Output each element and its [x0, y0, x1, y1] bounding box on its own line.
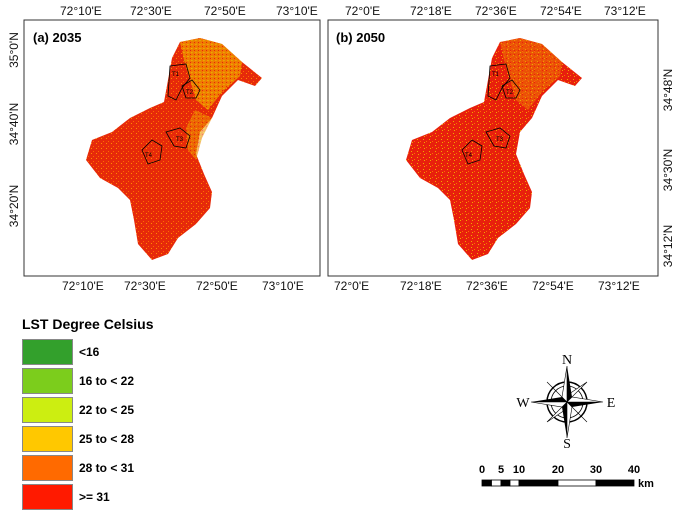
- legend-item: 22 to < 25: [22, 396, 282, 424]
- compass-north-label: N: [562, 353, 572, 368]
- panel-b-top-tick: 72°54'E: [540, 4, 582, 18]
- legend-item: 25 to < 28: [22, 425, 282, 453]
- panel-a-bottom-tick: 72°30'E: [124, 279, 166, 293]
- panel-a-top-tick: 73°10'E: [276, 4, 318, 18]
- legend-item: 16 to < 22: [22, 367, 282, 395]
- warm-zone-north-2050: [500, 38, 562, 110]
- warm-zone-north-2035: [180, 38, 242, 110]
- panel-a-bottom-tick: 73°10'E: [262, 279, 304, 293]
- panel-b-top-tick: 72°18'E: [410, 4, 452, 18]
- panel-a-map: [86, 38, 262, 260]
- zone-label-t1-a: T1: [172, 72, 180, 78]
- zone-boundary-t3-2035: [165, 127, 191, 149]
- scale-tick-label: 30: [590, 464, 602, 476]
- scale-tick-label: 0: [479, 464, 485, 476]
- legend-item: <16: [22, 338, 282, 366]
- legend-item: 28 to < 31: [22, 454, 282, 482]
- panel-b-bottom-tick: 72°36'E: [466, 279, 508, 293]
- zone-label-t2-b: T2: [506, 90, 514, 96]
- panel-b-bottom-tick: 72°18'E: [400, 279, 442, 293]
- scale-tick-label: 5: [498, 464, 504, 476]
- legend-swatch: [22, 368, 73, 394]
- scale-bar: 0 5 10 20 30 40 km: [479, 464, 654, 490]
- panel-a-top-tick: 72°30'E: [130, 4, 172, 18]
- zone-boundary-t2-2050: [501, 79, 521, 99]
- zone-label-t2-a: T2: [186, 90, 194, 96]
- legend-label: 22 to < 25: [79, 403, 135, 417]
- compass-east-label: E: [607, 396, 616, 411]
- legend-swatch: [22, 484, 73, 510]
- panel-a-bottom-tick: 72°10'E: [62, 279, 104, 293]
- panel-b-right-tick: 34°30'N: [661, 149, 675, 191]
- legend-swatch: [22, 397, 73, 423]
- legend-swatch: [22, 426, 73, 452]
- zone-label-t4-a: T4: [145, 153, 153, 159]
- zone-boundary-t3-2050: [485, 127, 511, 149]
- legend: LST Degree Celsius <16 16 to < 22 22 to …: [22, 314, 282, 512]
- zone-label-t3-a: T3: [176, 137, 184, 143]
- panel-b-map: [406, 38, 582, 260]
- legend-label: 25 to < 28: [79, 432, 135, 446]
- panel-b-bottom-tick: 72°0'E: [334, 279, 369, 293]
- panel-a-left-tick: 35°0'N: [7, 32, 21, 68]
- panel-b-top-tick: 73°12'E: [604, 4, 646, 18]
- panel-a-left-tick: 34°20'N: [7, 185, 21, 227]
- scale-tick-label: 20: [552, 464, 564, 476]
- panel-a-top-tick: 72°50'E: [204, 4, 246, 18]
- panel-b-bottom-tick: 72°54'E: [532, 279, 574, 293]
- panel-a-top-tick: 72°10'E: [60, 4, 102, 18]
- legend-label: >= 31: [79, 490, 110, 504]
- zone-boundary-t4-2035: [141, 139, 163, 165]
- panel-b-title: (b) 2050: [336, 30, 385, 45]
- compass-west-label: W: [516, 396, 530, 411]
- scale-tick-label: 10: [513, 464, 525, 476]
- legend-label: 28 to < 31: [79, 461, 135, 475]
- zone-boundary-t2-2035: [181, 79, 201, 99]
- scale-bar-segments: [481, 479, 635, 487]
- zone-label-t1-b: T1: [492, 72, 500, 78]
- panel-b-bottom-tick: 73°12'E: [598, 279, 640, 293]
- compass-rose-icon: N S E W: [516, 353, 616, 450]
- warm-zone-centre-2035: [186, 110, 212, 160]
- zone-boundary-t1-2035: [167, 63, 191, 101]
- panel-a-frame: [23, 19, 321, 277]
- panel-b-frame: [327, 19, 659, 277]
- zone-boundary-t1-2050: [487, 63, 511, 101]
- legend-label: 16 to < 22: [79, 374, 135, 388]
- panel-b-top-tick: 72°36'E: [475, 4, 517, 18]
- legend-swatch: [22, 455, 73, 481]
- panel-a-title: (a) 2035: [33, 30, 81, 45]
- panel-b-top-tick: 72°0'E: [345, 4, 380, 18]
- scale-unit-label: km: [638, 478, 654, 490]
- legend-swatch: [22, 339, 73, 365]
- panel-b-right-tick: 34°12'N: [661, 225, 675, 267]
- legend-label: <16: [79, 345, 100, 359]
- legend-item: >= 31: [22, 483, 282, 511]
- zone-boundary-t4-2050: [461, 139, 483, 165]
- zone-label-t3-b: T3: [496, 137, 504, 143]
- panel-a-left-tick: 34°40'N: [7, 103, 21, 145]
- compass-south-label: S: [563, 437, 571, 450]
- legend-title: LST Degree Celsius: [22, 316, 154, 332]
- panel-b-right-tick: 34°48'N: [661, 69, 675, 111]
- zone-label-t4-b: T4: [465, 153, 473, 159]
- scale-tick-label: 40: [628, 464, 640, 476]
- panel-a-bottom-tick: 72°50'E: [196, 279, 238, 293]
